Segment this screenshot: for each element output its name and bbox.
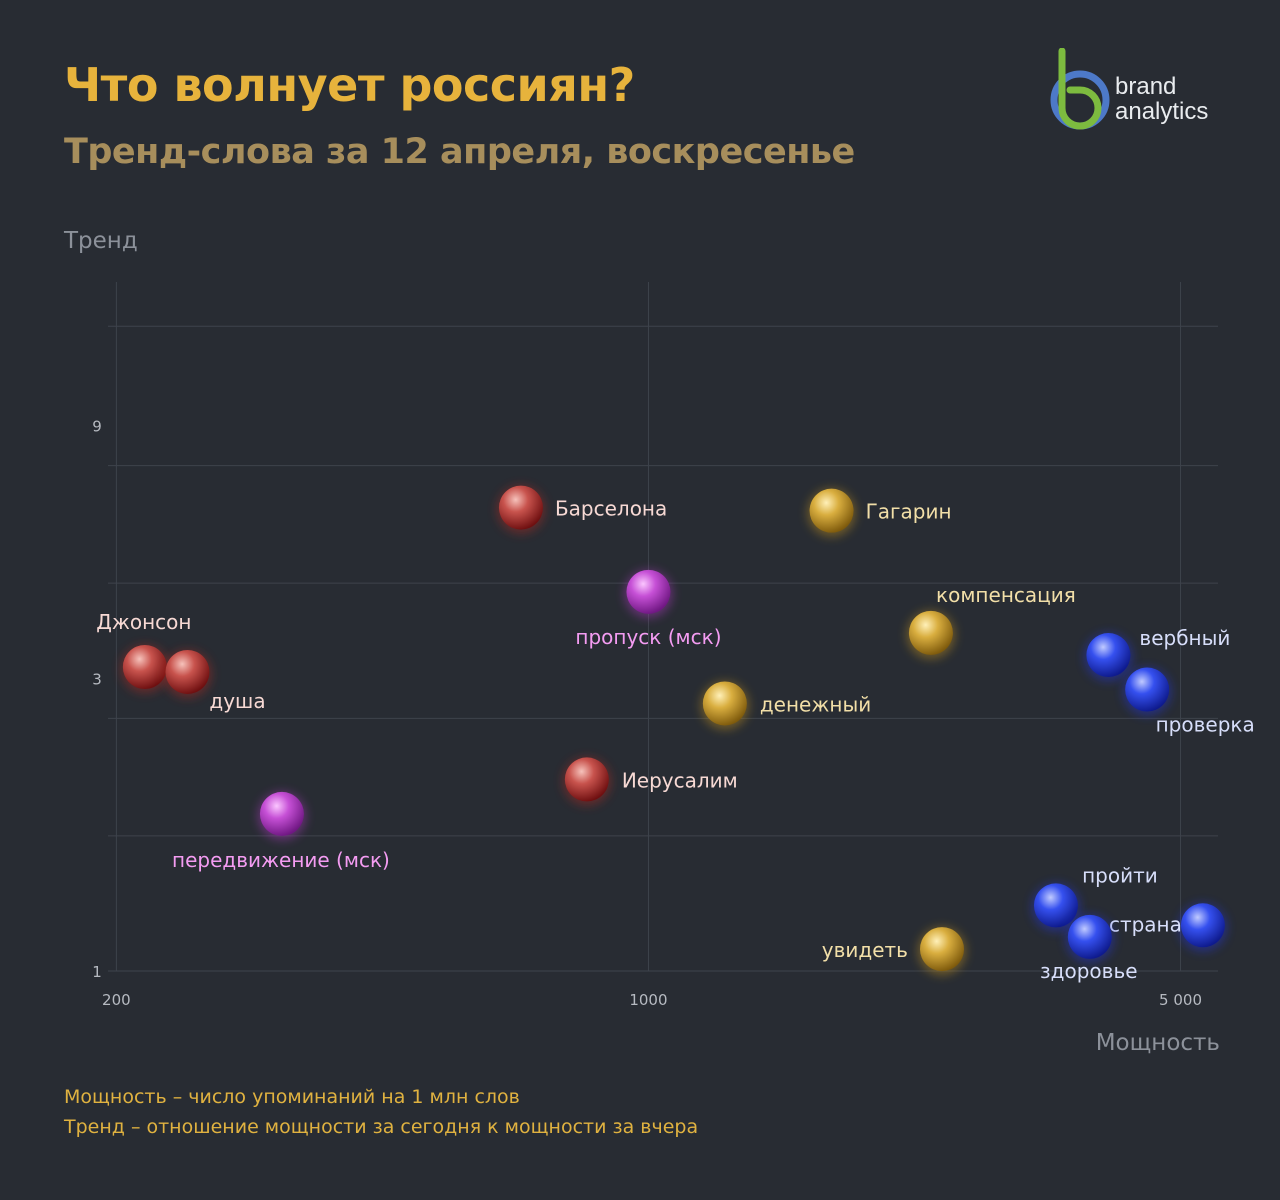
point-label: здоровье — [1040, 959, 1138, 983]
point-label: Барселона — [555, 497, 667, 521]
point-label: денежный — [760, 692, 871, 716]
data-point: Иерусалим — [562, 757, 738, 806]
y-axis-label: Тренд — [64, 228, 138, 254]
data-point: пропуск (мск) — [575, 569, 722, 649]
point-marker — [1067, 914, 1112, 959]
point-marker — [809, 488, 854, 533]
data-point: вербный — [1084, 626, 1230, 682]
data-point: здоровье — [1040, 914, 1138, 983]
point-marker — [498, 485, 543, 530]
data-point: Барселона — [496, 485, 667, 534]
point-marker — [1086, 633, 1131, 678]
page-title: Что волнует россиян? — [64, 58, 635, 112]
point-marker — [1033, 883, 1078, 928]
point-label: Гагарин — [866, 500, 952, 524]
point-label: компенсация — [936, 583, 1076, 607]
point-marker — [259, 791, 304, 836]
data-point: денежный — [700, 681, 871, 730]
logo-line-2: analytics — [1115, 98, 1209, 125]
point-label: страна — [1109, 912, 1182, 936]
point-label: душа — [209, 689, 265, 713]
data-point: проверка — [1123, 667, 1255, 737]
y-tick-label: 3 — [92, 670, 102, 688]
x-axis-label: Мощность — [1095, 1030, 1220, 1056]
point-marker — [122, 645, 167, 690]
point-label: Иерусалим — [622, 768, 738, 792]
point-label: проверка — [1156, 713, 1255, 737]
scatter-chart: 200 1000 5 000 1 3 9 Барселона Гагарин пропуск … — [92, 282, 1255, 1009]
point-marker — [165, 649, 210, 694]
y-tick-label: 1 — [92, 963, 102, 981]
point-marker — [908, 610, 953, 655]
page-subtitle: Тренд-слова за 12 апреля, воскресенье — [64, 132, 855, 172]
data-point: увидеть — [822, 927, 966, 976]
data-point: Гагарин — [807, 488, 952, 537]
y-tick-label: 9 — [92, 418, 102, 436]
x-tick-label: 1000 — [629, 991, 667, 1009]
point-marker — [1125, 667, 1170, 712]
data-point: душа — [163, 649, 266, 713]
point-label: пройти — [1082, 863, 1158, 887]
brand-analytics-logo — [1050, 48, 1110, 130]
data-point: передвижение (мск) — [172, 791, 390, 872]
point-marker — [919, 927, 964, 972]
data-point: Джонсон — [96, 610, 191, 694]
point-marker — [1180, 903, 1225, 948]
data-point: пройти — [1031, 863, 1158, 932]
point-label: Джонсон — [96, 610, 191, 634]
point-label: увидеть — [822, 938, 908, 962]
point-marker — [564, 757, 609, 802]
x-tick-label: 200 — [102, 991, 131, 1009]
footnote-power: Мощность – число упоминаний на 1 млн сло… — [64, 1086, 520, 1108]
point-label: передвижение (мск) — [172, 848, 390, 872]
data-point: компенсация — [906, 583, 1076, 659]
logo-b-stem — [1058, 48, 1102, 130]
data-point: страна — [1109, 903, 1227, 952]
data-points: Барселона Гагарин пропуск (мск) компенсация… — [96, 485, 1255, 983]
x-tick-label: 5 000 — [1159, 991, 1202, 1009]
logo-wordmark: brand analytics — [1115, 74, 1208, 124]
point-marker — [702, 681, 747, 726]
point-marker — [626, 569, 671, 614]
point-label: пропуск (мск) — [575, 625, 721, 649]
axis-ticks: 200 1000 5 000 1 3 9 — [92, 418, 1202, 1009]
point-label: вербный — [1139, 626, 1230, 650]
logo-line-1: brand — [1115, 73, 1177, 100]
footnote-trend: Тренд – отношение мощности за сегодня к … — [64, 1116, 699, 1138]
